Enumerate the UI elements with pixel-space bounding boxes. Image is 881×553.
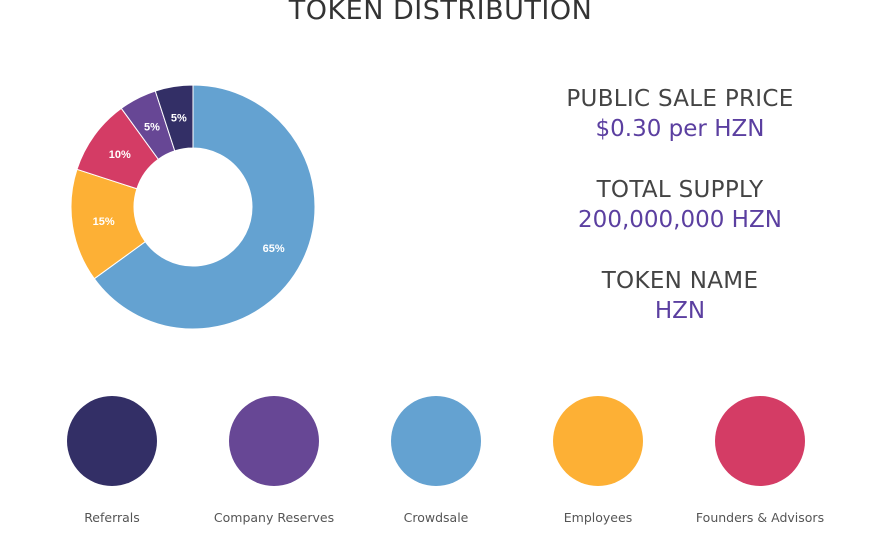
legend-label: Company Reserves [213, 510, 335, 525]
legend-swatch [391, 396, 481, 486]
slice-label-founders-advisors: 10% [109, 149, 131, 161]
donut-slice-crowdsale[interactable] [93, 84, 316, 330]
legend-swatch [553, 396, 643, 486]
total-supply-value: 200,000,000 HZN [578, 207, 782, 233]
page-title: TOKEN DISTRIBUTION [288, 0, 593, 26]
legend-label: Crowdsale [403, 510, 469, 525]
slice-label-company-reserves: 5% [144, 121, 160, 133]
donut-slice-referrals[interactable] [154, 84, 194, 152]
legend-item-crowdsale[interactable]: Crowdsale [356, 396, 516, 525]
slice-label-employees: 15% [93, 216, 115, 228]
legend-item-employees[interactable]: Employees [518, 396, 678, 525]
legend-item-company-reserves[interactable]: Company Reserves [194, 396, 354, 525]
legend-label: Employees [563, 510, 633, 525]
legend-item-founders-advisors[interactable]: Founders & Advisors [680, 396, 840, 525]
token-name-value: HZN [654, 298, 706, 324]
legend-label: Founders & Advisors [695, 510, 825, 525]
slice-label-crowdsale: 65% [263, 243, 285, 255]
total-supply-label: TOTAL SUPPLY [596, 177, 764, 203]
chart-legend: Referrals Company Reserves Crowdsale Emp… [0, 396, 881, 536]
token-info: PUBLIC SALE PRICE $0.30 per HZN TOTAL SU… [530, 84, 830, 326]
legend-item-referrals[interactable]: Referrals [32, 396, 192, 525]
legend-swatch [67, 396, 157, 486]
sale-price-label: PUBLIC SALE PRICE [566, 86, 794, 112]
legend-swatch [715, 396, 805, 486]
token-name-label: TOKEN NAME [601, 268, 759, 294]
slice-label-referrals: 5% [171, 113, 187, 125]
legend-label: Referrals [84, 510, 140, 525]
sale-price-value: $0.30 per HZN [595, 116, 765, 142]
donut-chart: 65% 15% 10% 5% 5% [70, 84, 316, 330]
legend-swatch [229, 396, 319, 486]
